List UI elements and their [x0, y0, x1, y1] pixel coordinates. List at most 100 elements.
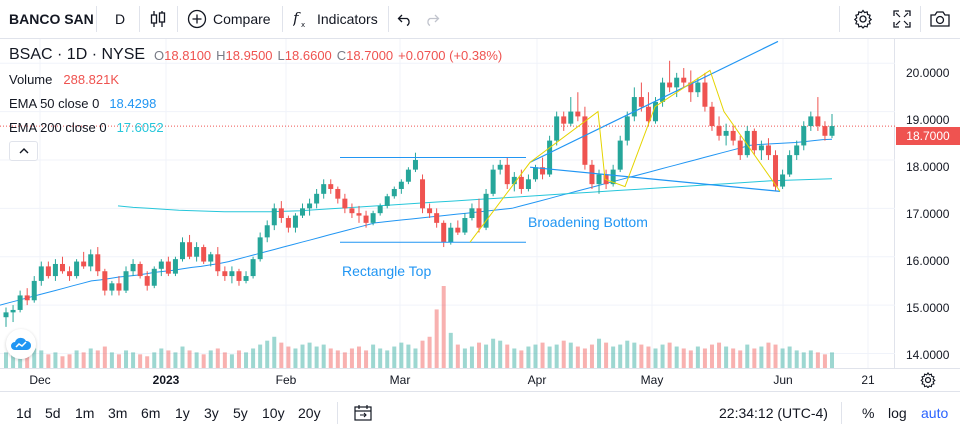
interval-button[interactable]: D	[108, 0, 132, 38]
redo-button[interactable]	[423, 0, 441, 38]
undo-button[interactable]	[396, 0, 414, 38]
range-1y-button[interactable]: 1y	[175, 405, 190, 421]
settings-button[interactable]	[852, 0, 874, 38]
candle-body	[787, 155, 793, 175]
range-3y-button[interactable]: 3y	[204, 405, 219, 421]
broadening-bottom-label[interactable]: Broadening Bottom	[528, 214, 648, 230]
volume-bar	[618, 344, 623, 368]
time-scale[interactable]: Dec 2023 Feb Mar Apr May Jun 21	[0, 368, 960, 392]
candle-body	[194, 247, 200, 257]
candles-icon	[150, 11, 166, 27]
series-title: BSAC · 1D · NYSE	[9, 46, 146, 63]
range-5y-button[interactable]: 5y	[233, 405, 248, 421]
ema200-legend[interactable]: EMA 200 close 0 17.6052	[9, 120, 164, 135]
legend-collapse-button[interactable]	[9, 141, 38, 161]
candle-body	[271, 208, 277, 226]
candle-body	[667, 82, 673, 88]
candle-body	[427, 208, 433, 214]
candle-body	[525, 179, 531, 189]
ema50-legend-value: 18.4298	[109, 96, 157, 111]
broadening-lower-line	[529, 166, 781, 193]
chart-pane[interactable]: BSAC · 1D · NYSE O18.8100 H18.9500 L18.6…	[0, 39, 895, 368]
volume-bar	[25, 356, 30, 368]
candle-body	[158, 261, 164, 269]
bottom-toolbar: 1d 5d 1m 3m 6m 1y 3y 5y 10y 20y 22:34:12…	[0, 393, 960, 433]
volume-bar	[766, 342, 771, 368]
bottom-divider	[337, 402, 338, 424]
fullscreen-button[interactable]	[891, 0, 913, 38]
candle-body	[356, 213, 362, 216]
candle-body	[589, 164, 595, 185]
goto-date-button[interactable]	[354, 405, 372, 426]
volume-bar	[738, 350, 743, 368]
range-5d-button[interactable]: 5d	[45, 405, 61, 421]
volume-bar	[53, 352, 58, 368]
candle-body	[116, 283, 122, 291]
candle-body	[229, 271, 235, 277]
candle-body	[504, 164, 510, 185]
candle-body	[109, 283, 115, 291]
volume-bar	[724, 346, 729, 368]
candle-body	[645, 106, 651, 122]
range-1d-button[interactable]: 1d	[16, 405, 32, 421]
compare-button[interactable]: Compare	[187, 0, 271, 38]
volume-legend[interactable]: Volume 288.821K	[9, 72, 119, 87]
time-tick-label: Jun	[773, 373, 793, 387]
range-6m-button[interactable]: 6m	[141, 405, 161, 421]
candle-body	[201, 247, 207, 262]
candle-body	[758, 145, 764, 151]
bottom-divider	[841, 402, 842, 424]
volume-bar	[74, 350, 79, 368]
volume-bar	[441, 286, 446, 368]
volume-bar	[95, 350, 100, 368]
volume-bar	[39, 350, 44, 368]
rectangle-top-label[interactable]: Rectangle Top	[342, 263, 432, 279]
clock-timezone[interactable]: 22:34:12 (UTC-4)	[719, 405, 828, 421]
scale-settings-button[interactable]	[920, 372, 936, 393]
candle-body	[532, 167, 538, 180]
volume-bar	[244, 352, 249, 368]
indicators-label: Indicators	[317, 11, 378, 27]
ohlc-low: L18.6600	[277, 47, 332, 63]
volume-bar	[505, 344, 510, 368]
volume-bar	[208, 350, 213, 368]
candle-body	[702, 82, 708, 107]
volume-bar	[554, 344, 559, 368]
candle-body	[765, 145, 771, 156]
volume-bar	[258, 344, 263, 368]
auto-scale-toggle[interactable]: auto	[921, 405, 949, 421]
volume-bar	[582, 348, 587, 368]
range-1m-button[interactable]: 1m	[75, 405, 95, 421]
range-20y-button[interactable]: 20y	[298, 405, 321, 421]
redo-icon	[427, 14, 440, 27]
volume-bar	[399, 342, 404, 368]
candle-body	[744, 130, 750, 156]
volume-bar	[159, 348, 164, 368]
drawings[interactable]	[340, 40, 781, 243]
candle-body	[88, 254, 94, 267]
volume-bar	[462, 348, 467, 368]
volume-legend-label: Volume	[9, 72, 53, 87]
chart-style-button[interactable]	[148, 0, 168, 38]
percent-scale-toggle[interactable]: %	[862, 405, 875, 421]
volume-bar	[67, 354, 72, 368]
candle-body	[384, 196, 390, 206]
range-3m-button[interactable]: 3m	[108, 405, 128, 421]
price-scale[interactable]: 20.0000 19.0000 18.0000 17.0000 16.0000 …	[896, 39, 960, 368]
volume-bar	[406, 344, 411, 368]
volume-bar	[575, 346, 580, 368]
volume-bar	[717, 342, 722, 368]
log-scale-toggle[interactable]: log	[888, 405, 907, 421]
indicators-button[interactable]: f x Indicators	[293, 0, 378, 38]
symbol-search-button[interactable]: BANCO SAN	[9, 0, 93, 38]
tradingview-logo-button[interactable]	[6, 329, 36, 359]
volume-bar	[251, 348, 256, 368]
volume-bar	[194, 352, 199, 368]
snapshot-button[interactable]	[928, 0, 952, 38]
ema50-legend[interactable]: EMA 50 close 0 18.4298	[9, 96, 156, 111]
candle-body	[568, 111, 574, 124]
volume-bar	[116, 354, 121, 368]
range-10y-button[interactable]: 10y	[262, 405, 285, 421]
price-chart[interactable]	[0, 39, 895, 368]
volume-bar	[477, 342, 482, 368]
